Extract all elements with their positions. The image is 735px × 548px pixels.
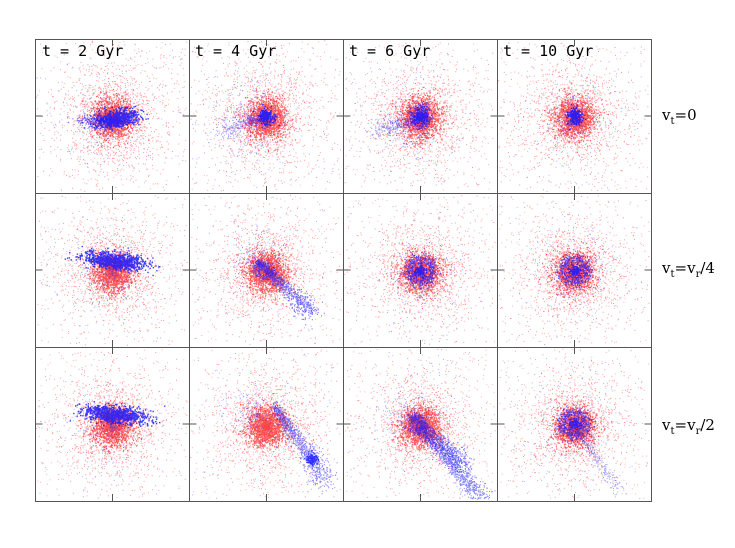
satellite-particles [39,197,185,344]
panel-r1-c2 [190,40,341,192]
host-halo-particles [499,348,650,499]
satellite-particles [345,48,494,187]
satellite-particles [192,352,339,499]
panel-r3-c1 [36,349,188,499]
satellite-particles [500,42,648,191]
satellite-particles [190,41,341,190]
row-label-vt-0: vt=0 [661,106,697,127]
host-halo-particles [37,194,188,346]
panel-r2-c1 [37,194,188,346]
panel-r1-c4 [498,42,650,192]
panel-grid [36,40,650,500]
column-label-t6: t = 6 Gyr [349,42,430,60]
panel-r1-c3 [344,42,494,191]
panel-r3-c2 [190,348,341,499]
panel-r1-c1 [36,40,187,192]
column-label-t2: t = 2 Gyr [42,42,123,60]
row-label-vt-vr-2: vt=vr/2 [661,416,715,437]
satellite-particles [499,350,642,499]
satellite-particles [347,195,493,345]
row-label-vt-vr-4: vt=vr/4 [661,259,715,280]
host-halo-particles [36,349,188,499]
satellite-particles [191,196,341,342]
host-halo-particles [190,348,341,499]
satellite-particles [499,196,649,343]
column-label-t4: t = 4 Gyr [195,42,276,60]
panel-r3-c3 [345,348,496,500]
satellite-particles [38,352,186,499]
panel-r2-c2 [191,194,342,345]
panel-r2-c4 [498,195,650,345]
panel-r3-c4 [499,348,650,499]
column-label-t10: t = 10 Gyr [503,42,593,60]
labels: t = 2 Gyr t = 4 Gyr t = 6 Gyr t = 10 Gyr… [42,42,715,437]
satellite-particles [350,349,496,500]
panel-r2-c3 [344,195,496,345]
panel-frames [35,39,652,502]
satellite-particles [39,44,186,191]
